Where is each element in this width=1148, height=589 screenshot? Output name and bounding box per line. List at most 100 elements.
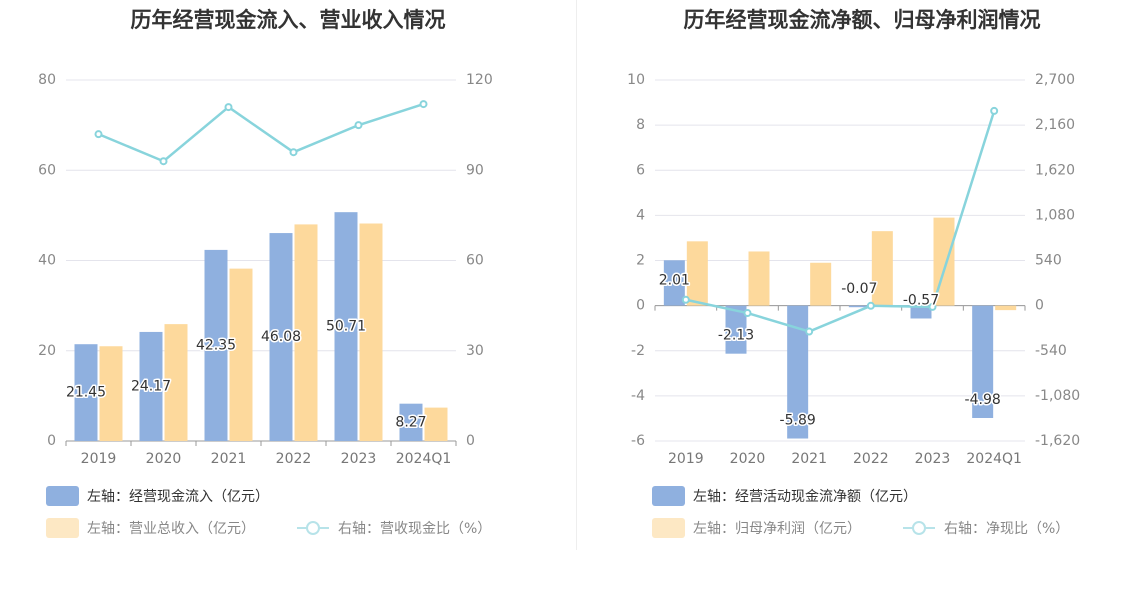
data-label-2021: -5.89	[780, 413, 816, 429]
right-axis-tick: 1,620	[1035, 162, 1075, 178]
data-label-2020: -2.13	[718, 328, 754, 344]
bar-primary-2019	[74, 344, 98, 441]
data-label-2024Q1: -4.98	[965, 392, 1001, 408]
bar-primary-2022	[269, 233, 293, 441]
data-label-2019: 2.01	[659, 272, 690, 288]
legend-label: 右轴：净现比（%）	[944, 521, 1070, 537]
bar-primary-2024Q1	[399, 403, 423, 441]
legend-line-circle-icon	[297, 521, 329, 535]
data-label-2019: 21.45	[66, 385, 106, 401]
legend-item-net-operating-cash[interactable]: 左轴：经营活动现金流净额（亿元）	[652, 486, 917, 506]
legend-item-net-profit[interactable]: 左轴：归母净利润（亿元）	[652, 518, 861, 538]
left-axis-tick: 6	[636, 162, 645, 178]
bar-primary-2023	[910, 305, 932, 319]
ratio-point-2021	[224, 103, 233, 112]
ratio-line	[98, 102, 424, 163]
ratio-line	[685, 110, 996, 333]
legend-item-revenue-cash-ratio[interactable]: 右轴：营收现金比（%）	[296, 518, 491, 538]
legend-item-net-cash-ratio[interactable]: 右轴：净现比（%）	[902, 518, 1069, 538]
legend-swatch-orange	[652, 518, 685, 538]
bar-primary-2020	[139, 331, 163, 441]
right-axis-tick: 0	[466, 433, 475, 449]
chart-net-cash-profit: -6 -4 -2 0 2 4 6 8 10 -1,620 -1,080 -540 0 540 1,080 1,…	[627, 72, 1080, 467]
chart-panel-cash-inflow: 历年经营现金流入、营业收入情况 0 20 40 60 80 0 30 60 90 120 2019 2…	[38, 8, 493, 538]
x-axis-tick-label: 2019	[668, 451, 704, 467]
ratio-point-2021	[805, 327, 814, 336]
data-label-2022: 46.08	[261, 329, 301, 345]
legend-label: 左轴：经营现金流入（亿元）	[87, 489, 269, 505]
bar-secondary-2020	[164, 324, 188, 441]
bar-secondary-2019	[686, 241, 708, 306]
legend-swatch-orange	[46, 518, 79, 538]
bar-secondary-2021	[229, 268, 253, 441]
bar-primary-2020	[725, 305, 747, 354]
ratio-point-2019	[94, 130, 103, 139]
right-axis-tick: -1,080	[1035, 388, 1080, 404]
right-axis-tick: 2,700	[1035, 72, 1075, 88]
bar-primary-2024Q1	[972, 305, 994, 418]
right-axis-tick: -1,620	[1035, 433, 1080, 449]
bar-secondary-2023	[359, 223, 383, 441]
ratio-point-2019	[681, 295, 690, 304]
bar-secondary-2021	[810, 262, 832, 306]
x-axis-tick-label: 2024Q1	[396, 451, 452, 467]
x-axis-tick-label: 2024Q1	[966, 451, 1022, 467]
legend-swatch-blue	[652, 486, 685, 506]
data-label-2024Q1: 8.27	[395, 414, 426, 430]
chart-panel-net-cash: 历年经营现金流净额、归母净利润情况 -6 -4 -2 0 2 4 6 8 10 -1,620 -1,…	[576, 0, 1148, 589]
left-axis-tick: 80	[38, 72, 56, 88]
legend-line-circle-icon	[903, 521, 935, 535]
left-axis-tick: 2	[636, 253, 645, 269]
bar-primary-2021	[787, 305, 809, 439]
bar-primary-2022	[848, 305, 870, 308]
x-axis-tick-label: 2019	[81, 451, 117, 467]
bar-secondary-2022	[871, 231, 893, 306]
data-label-2023: -0.57	[903, 292, 939, 308]
x-axis-tick-label: 2022	[853, 451, 889, 467]
chart-cash-inflow-revenue: 0 20 40 60 80 0 30 60 90 120 2019 2020 2021 2022 2023 2…	[38, 72, 493, 467]
ratio-point-2023	[928, 302, 937, 311]
right-axis-tick: 540	[1035, 253, 1062, 269]
legend-label: 右轴：营收现金比（%）	[338, 521, 492, 537]
panel-divider	[576, 0, 577, 550]
bar-secondary-2020	[748, 251, 770, 306]
ratio-point-2022	[866, 301, 875, 310]
left-axis-tick: 60	[38, 162, 56, 178]
data-label-2023: 50.71	[326, 319, 366, 335]
legend-label: 左轴：营业总收入（亿元）	[87, 521, 255, 537]
legend-swatch-blue	[46, 486, 79, 506]
ratio-point-2024Q1	[990, 106, 999, 115]
x-axis-tick-label: 2023	[915, 451, 951, 467]
bar-secondary-2024Q1	[995, 305, 1017, 311]
right-axis-tick: 2,160	[1035, 117, 1075, 133]
bar-primary-2019	[663, 260, 685, 306]
legend-label: 左轴：经营活动现金流净额（亿元）	[693, 489, 917, 505]
left-axis-tick: -2	[631, 343, 645, 359]
ratio-point-2024Q1	[419, 100, 428, 109]
ratio-point-2020	[159, 157, 168, 166]
left-axis-tick: 4	[636, 207, 645, 223]
x-axis-tick-label: 2022	[276, 451, 312, 467]
bar-secondary-2019	[99, 346, 123, 441]
left-axis-tick: 20	[38, 343, 56, 359]
legend-item-cash-inflow[interactable]: 左轴：经营现金流入（亿元）	[46, 486, 269, 506]
bar-primary-2023	[334, 212, 358, 441]
data-label-2022: -0.07	[841, 281, 877, 297]
x-axis-tick-label: 2023	[341, 451, 377, 467]
data-label-2021: 42.35	[196, 337, 236, 353]
left-axis-tick: 0	[47, 433, 56, 449]
right-axis-tick: 60	[466, 253, 484, 269]
bar-secondary-2022	[294, 224, 318, 441]
x-axis-tick-label: 2021	[211, 451, 247, 467]
right-axis-tick: 1,080	[1035, 207, 1075, 223]
ratio-point-2020	[743, 309, 752, 318]
left-axis-tick: 8	[636, 117, 645, 133]
chart-title: 历年经营现金流净额、归母净利润情况	[683, 8, 1041, 32]
right-axis-tick: 90	[466, 162, 484, 178]
right-axis-tick: 0	[1035, 298, 1044, 314]
ratio-point-2022	[289, 148, 298, 157]
x-axis-tick-label: 2020	[146, 451, 182, 467]
x-axis-tick-label: 2020	[730, 451, 766, 467]
left-axis-tick: -6	[631, 433, 645, 449]
legend-item-revenue[interactable]: 左轴：营业总收入（亿元）	[46, 518, 255, 538]
